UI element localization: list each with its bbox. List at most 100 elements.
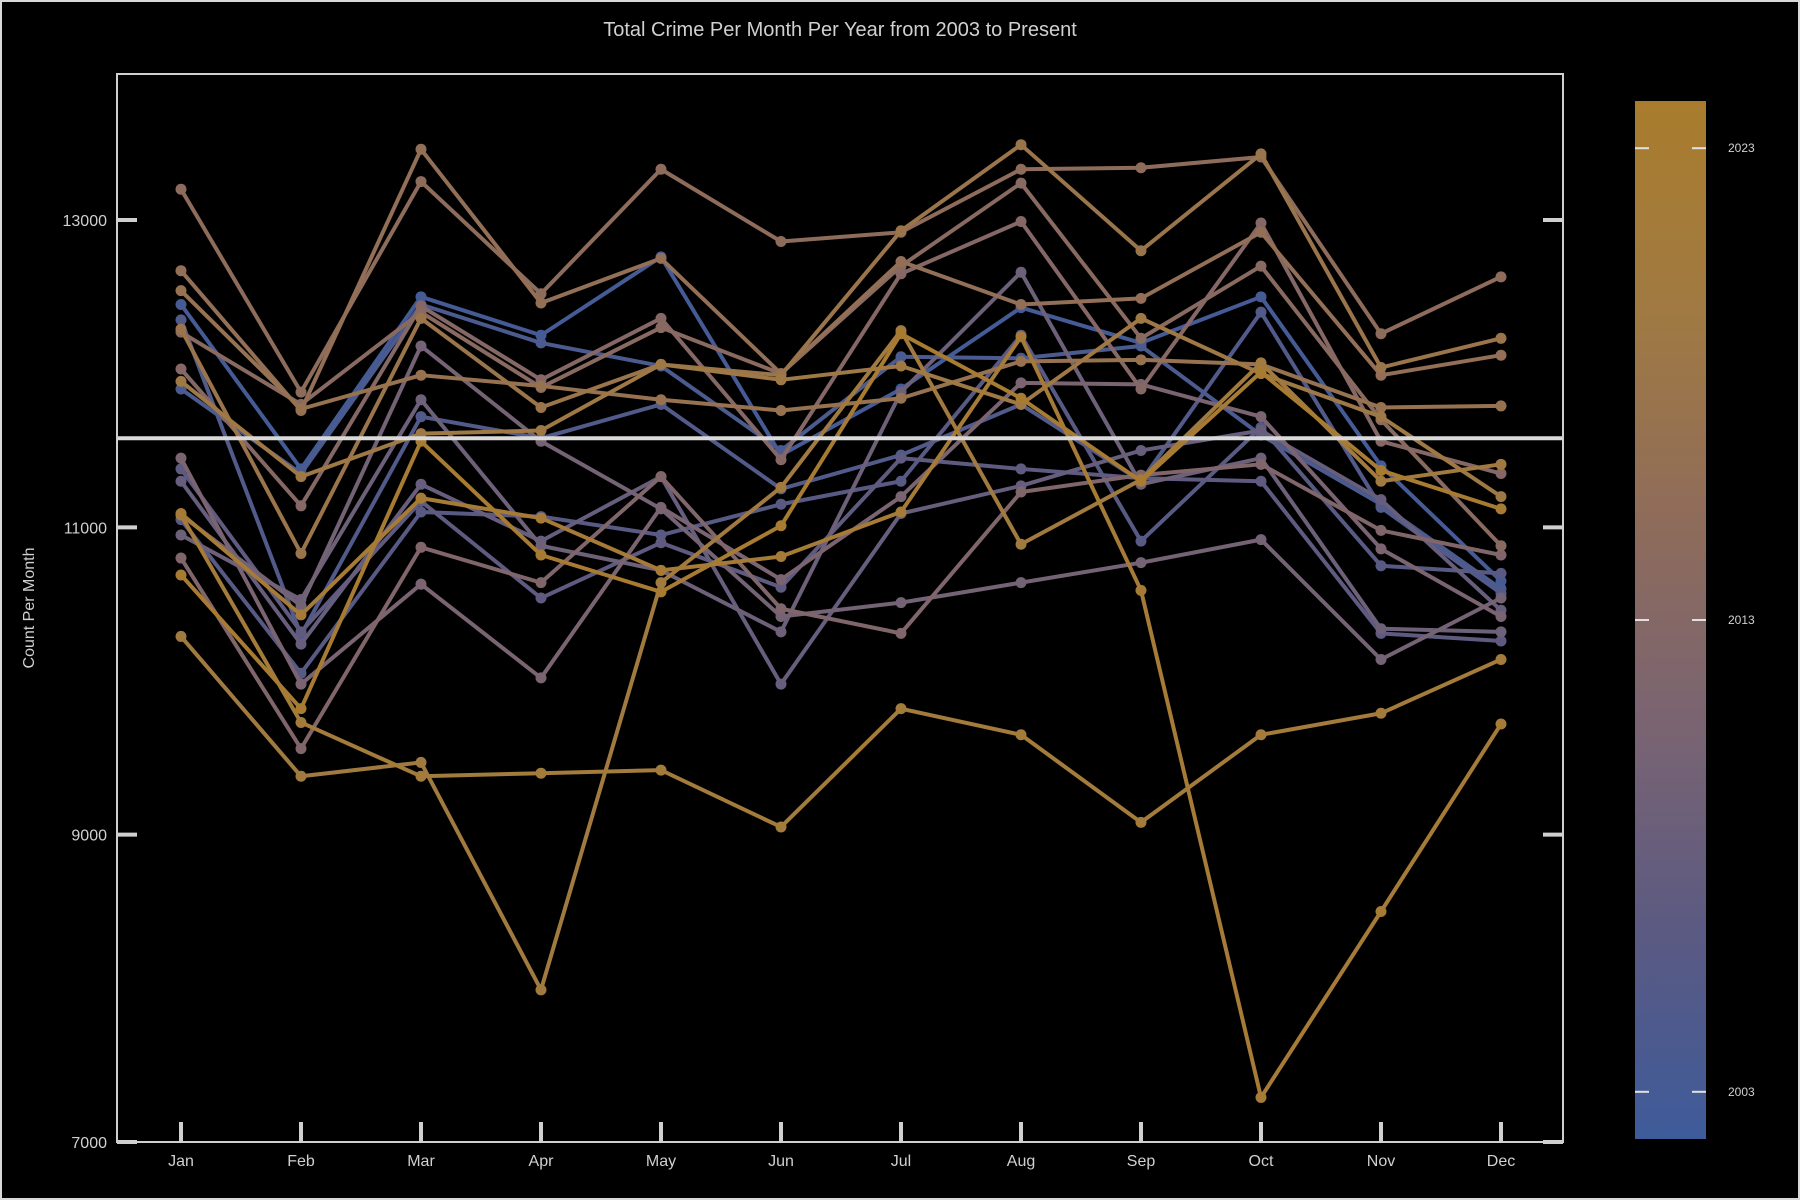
data-point: [1375, 653, 1387, 665]
data-point: [1135, 312, 1147, 324]
x-tick-label: Jun: [768, 1153, 794, 1170]
data-point: [1015, 331, 1027, 343]
x-tick-label: Nov: [1367, 1153, 1395, 1170]
data-point: [415, 478, 427, 490]
data-point: [895, 491, 907, 503]
data-point: [535, 540, 547, 552]
data-point: [1015, 486, 1027, 498]
data-point: [1375, 905, 1387, 917]
data-point: [895, 328, 907, 340]
data-point: [295, 386, 307, 398]
data-point: [1495, 653, 1507, 665]
series-2022: [175, 331, 1507, 1103]
data-point: [1495, 468, 1507, 480]
data-point: [895, 225, 907, 237]
data-point: [655, 358, 667, 370]
data-point: [1015, 577, 1027, 589]
data-point: [175, 375, 187, 387]
series-line-2010: [179, 343, 1502, 662]
data-point: [655, 564, 667, 576]
data-point: [175, 363, 187, 375]
colorbar-tick-label: 2013: [1728, 613, 1755, 627]
data-point: [1015, 392, 1027, 404]
data-point: [175, 323, 187, 335]
data-point: [175, 314, 187, 326]
plot-border: [116, 73, 1564, 1143]
data-point: [1255, 306, 1267, 318]
series-line-2008: [179, 428, 1503, 687]
data-point: [175, 299, 187, 311]
data-point: [655, 537, 667, 549]
data-point: [1375, 401, 1387, 413]
data-point: [775, 626, 787, 638]
series-2016: [175, 143, 1507, 417]
data-point: [1375, 362, 1387, 374]
data-point: [655, 312, 667, 324]
data-point: [895, 475, 907, 487]
data-point: [1135, 292, 1147, 304]
data-point: [1255, 148, 1267, 160]
data-point: [895, 506, 907, 518]
data-point: [895, 597, 907, 609]
data-point: [1495, 332, 1507, 344]
data-point: [175, 285, 187, 297]
data-point: [1255, 226, 1267, 238]
series-line-2012: [179, 462, 1502, 751]
series-line-2007: [179, 456, 1502, 644]
data-point: [535, 425, 547, 437]
data-point: [1375, 543, 1387, 555]
series-line-2013: [179, 219, 1502, 508]
data-point: [655, 394, 667, 406]
data-point: [415, 176, 427, 188]
data-point: [295, 770, 307, 782]
data-point: [1495, 635, 1507, 647]
x-tick-label: Jul: [891, 1153, 911, 1170]
data-point: [415, 541, 427, 553]
y-tick-label: 7000: [71, 1135, 107, 1152]
data-point: [415, 143, 427, 155]
data-point: [1375, 494, 1387, 506]
data-point: [295, 609, 307, 621]
data-point: [295, 743, 307, 755]
data-point: [895, 392, 907, 404]
data-point: [655, 577, 667, 589]
data-point: [1495, 718, 1507, 730]
x-tick-label: Sep: [1127, 1153, 1156, 1170]
data-point: [1375, 707, 1387, 719]
data-point: [295, 471, 307, 483]
data-point: [175, 507, 187, 519]
data-point: [1015, 377, 1027, 389]
data-point: [175, 383, 187, 395]
data-point: [1015, 266, 1027, 278]
data-point: [1135, 557, 1147, 569]
data-point: [535, 577, 547, 589]
data-point: [1495, 567, 1507, 579]
data-point: [1015, 538, 1027, 550]
data-point: [775, 581, 787, 593]
series-line-2022: [179, 334, 1503, 1100]
data-point: [415, 291, 427, 303]
data-point: [775, 678, 787, 690]
data-point: [1255, 458, 1267, 470]
data-point: [775, 610, 787, 622]
data-point: [655, 163, 667, 175]
data-point: [775, 551, 787, 563]
data-point: [1495, 549, 1507, 561]
data-point: [175, 183, 187, 195]
data-point: [415, 312, 427, 324]
data-point: [1375, 328, 1387, 340]
data-point: [175, 452, 187, 464]
data-point: [535, 401, 547, 413]
data-point: [895, 360, 907, 372]
data-point: [1135, 383, 1147, 395]
data-point: [1255, 425, 1267, 437]
series-2021: [175, 509, 1507, 833]
data-point: [1015, 139, 1027, 151]
y-tick-label: 9000: [71, 828, 107, 845]
data-point: [1015, 299, 1027, 311]
chart-title: Total Crime Per Month Per Year from 2003…: [603, 19, 1077, 41]
data-point: [1255, 357, 1267, 369]
data-point: [1015, 355, 1027, 367]
data-point: [1375, 369, 1387, 381]
data-point: [1495, 491, 1507, 503]
